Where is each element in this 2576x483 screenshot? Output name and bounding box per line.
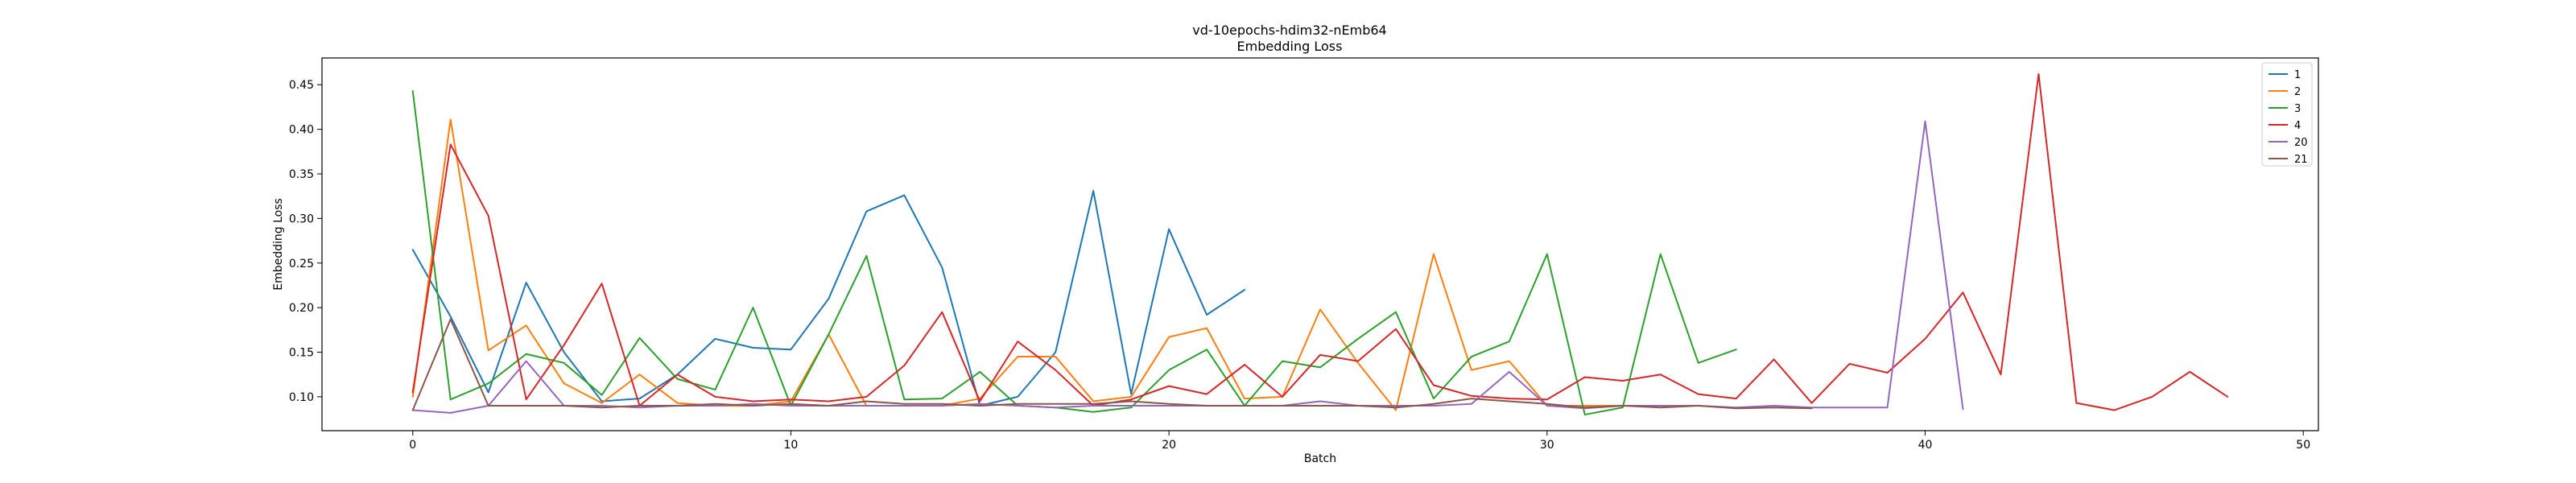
x-tick-label: 20 bbox=[1162, 439, 1176, 452]
legend-box bbox=[2261, 62, 2313, 167]
x-axis-label: Batch bbox=[1304, 452, 1336, 465]
legend: 1 2 3 4 20 21 bbox=[2261, 62, 2313, 167]
y-tick-label: 0.40 bbox=[289, 124, 314, 137]
y-axis-label: Embedding Loss bbox=[272, 198, 285, 291]
series-line-3 bbox=[411, 89, 1737, 416]
legend-label-20: 20 bbox=[2294, 137, 2308, 149]
series-line-21 bbox=[411, 318, 1813, 411]
x-tick-label: 40 bbox=[1918, 439, 1933, 452]
x-tick-label: 10 bbox=[784, 439, 799, 452]
y-tick-label: 0.10 bbox=[289, 391, 314, 404]
y-tick-label: 0.35 bbox=[289, 168, 314, 181]
y-tick-label: 0.45 bbox=[289, 79, 314, 92]
x-tick-label: 50 bbox=[2296, 439, 2310, 452]
x-tick-label: 0 bbox=[409, 439, 416, 452]
legend-label-4: 4 bbox=[2294, 120, 2301, 132]
series-lines bbox=[411, 72, 2229, 416]
y-tick-label: 0.20 bbox=[289, 302, 314, 315]
x-axis: 0 10 20 30 40 50 bbox=[409, 431, 2310, 452]
y-tick-label: 0.30 bbox=[289, 213, 314, 225]
legend-label-1: 1 bbox=[2294, 69, 2301, 81]
x-tick-label: 30 bbox=[1540, 439, 1554, 452]
y-tick-label: 0.15 bbox=[289, 347, 314, 360]
legend-label-21: 21 bbox=[2294, 154, 2308, 166]
plot-area bbox=[321, 57, 2319, 431]
y-axis: 0.10 0.15 0.20 0.25 0.30 0.35 0.40 0.45 bbox=[289, 79, 322, 404]
series-line-2 bbox=[411, 118, 1624, 411]
chart-subtitle: Embedding Loss bbox=[1237, 39, 1343, 54]
chart-title: vd-10epochs-hdim32-nEmb64 bbox=[1192, 23, 1386, 38]
series-line-4 bbox=[411, 72, 2229, 411]
legend-label-3: 3 bbox=[2294, 103, 2301, 115]
y-tick-label: 0.25 bbox=[289, 258, 314, 270]
series-line-1 bbox=[411, 190, 1246, 407]
legend-label-2: 2 bbox=[2294, 86, 2301, 98]
